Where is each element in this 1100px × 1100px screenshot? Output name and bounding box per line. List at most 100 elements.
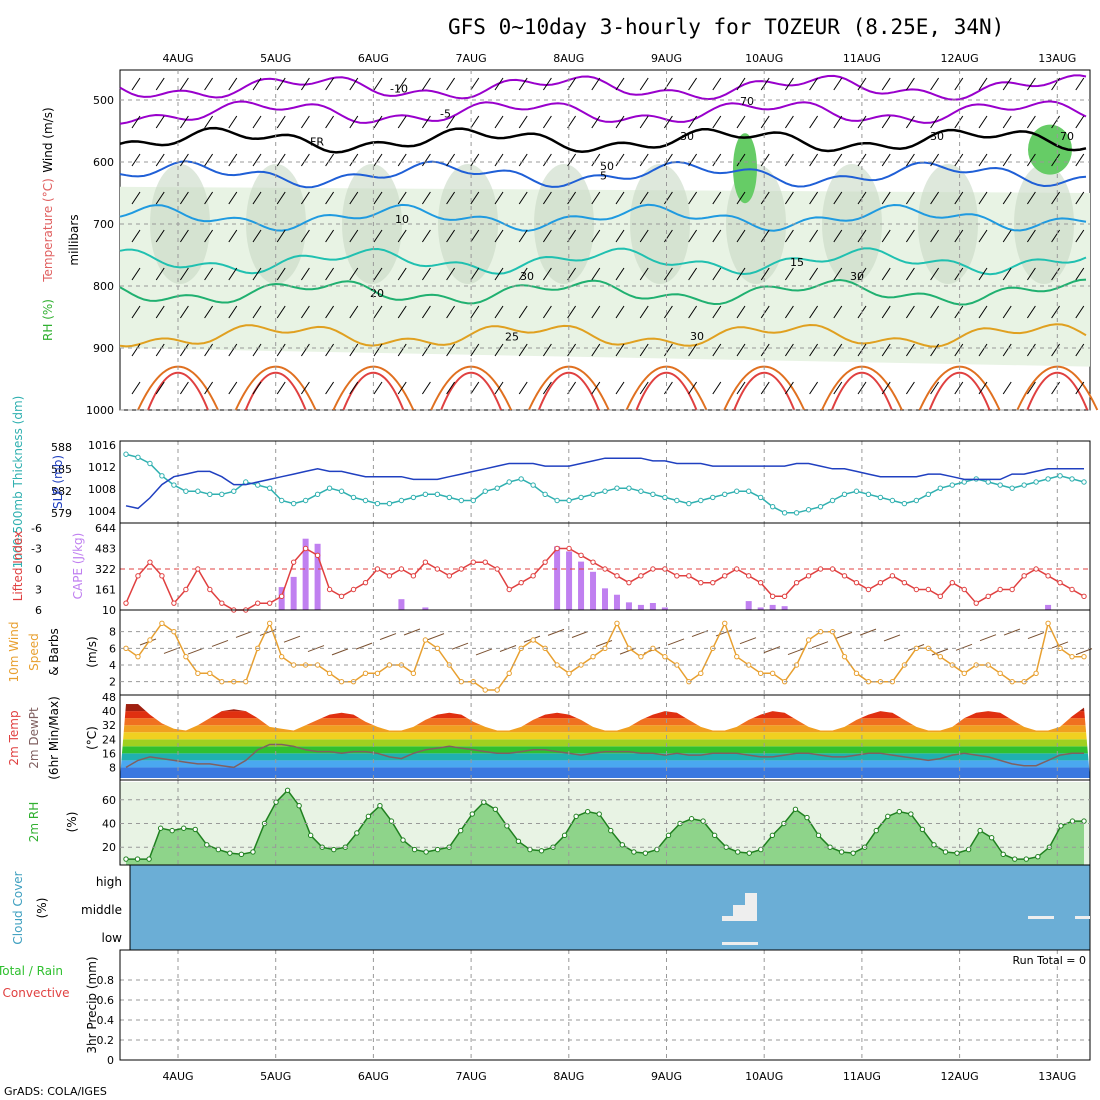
rh-series-point (492, 806, 499, 812)
temp-bands (120, 704, 1090, 778)
wind-barb (300, 229, 310, 243)
li-series-point (590, 559, 596, 565)
upper-air-yaxis-title: millibars (67, 214, 81, 265)
thickness-series-point (159, 473, 165, 479)
wind-barb (228, 305, 238, 319)
wind-speed-series-point (757, 670, 764, 677)
rh-series-point (504, 823, 510, 829)
wind-barb (639, 229, 649, 243)
credit-label: GrADS: COLA/IGES (4, 1085, 107, 1098)
wind-barb (663, 229, 673, 243)
temp-contour-label: FR (310, 135, 324, 148)
li-series-point (542, 559, 548, 565)
wind-barb (446, 381, 456, 395)
wind-speed-series-point (853, 670, 860, 677)
wind-barb (421, 77, 431, 91)
temp-contour-label: 5 (600, 169, 607, 182)
wind-ylabel: Speed (27, 633, 41, 671)
rh-series-point (700, 818, 706, 824)
wind-barb (300, 343, 310, 357)
wind-barb (736, 153, 746, 167)
li-series-point (662, 566, 668, 572)
wind-speed-series-point (267, 620, 273, 627)
wind-barb (252, 229, 262, 243)
wind-barb (228, 229, 238, 243)
li-series-point (901, 579, 908, 586)
thickness-series-point (386, 500, 393, 507)
rh-series-point (157, 825, 164, 831)
wind-barb (1002, 381, 1012, 395)
wind-barb (421, 305, 431, 319)
warm-contour-arc (830, 371, 893, 411)
wind-barb (446, 229, 456, 243)
wind-speed-series-point (805, 637, 812, 643)
thickness-series (125, 453, 1085, 514)
rh-series-point (192, 826, 198, 833)
wind-barb (204, 343, 214, 357)
wind-barb (1075, 381, 1085, 395)
precip-ytick: 0.8 (97, 974, 115, 987)
thickness-series-point (1009, 485, 1015, 491)
wind-barb (373, 343, 383, 357)
li-series-point (195, 566, 201, 572)
wind-barb (494, 115, 504, 129)
surface-wind-barb (787, 648, 805, 656)
thickness-series-point (1057, 473, 1063, 479)
wind-barb (131, 343, 141, 357)
wind-barb (833, 343, 843, 357)
wind-barb (954, 191, 964, 205)
li-series-point (338, 593, 345, 600)
wind-barb (930, 343, 940, 357)
rh-contour-label: 30 (930, 130, 944, 143)
wind-barb (663, 77, 673, 91)
wind-barb (1051, 381, 1061, 395)
upper-air-ylabel: RH (%) (41, 299, 55, 341)
rh-series-point (654, 846, 660, 853)
slp-ylabel: SLP (mb) (51, 455, 65, 509)
rh-series-point (665, 832, 672, 839)
li-series-point (1045, 573, 1051, 579)
thickness-series-point (662, 494, 668, 501)
rh-series-point (642, 850, 649, 856)
cape-ytick: 161 (95, 584, 116, 597)
temp-ylabel: 2m Temp (7, 710, 21, 765)
li-series-point (159, 573, 165, 579)
cape-ylabel: CAPE (J/kg) (71, 533, 85, 600)
wind-barb (1002, 191, 1012, 205)
temp-ylabel: 2m DewPt (27, 707, 41, 769)
date-label-top: 11AUG (843, 52, 881, 65)
wind-barb (905, 305, 915, 319)
li-series-point (1081, 593, 1087, 600)
rh-series-point (296, 803, 302, 809)
rh-series-point (423, 849, 429, 855)
li-series-point (1021, 573, 1027, 579)
wind-barb (1051, 305, 1061, 319)
thickness-ytick: 588 (51, 441, 72, 454)
wind-barb (252, 191, 262, 205)
wind-barb (978, 115, 988, 129)
wind-speed-series-point (1045, 620, 1051, 627)
thickness-series-point (147, 460, 153, 467)
wind-speed-series-point (314, 662, 321, 668)
temp-color-band (120, 753, 1090, 761)
wind-barb (204, 191, 214, 205)
wind-barb (736, 305, 746, 319)
warm-contour-arc (147, 371, 209, 411)
wind-barb (736, 381, 746, 395)
thickness-series-point (207, 491, 213, 498)
wind-barb (494, 229, 504, 243)
thickness-series-point (614, 485, 620, 491)
wind-barb (252, 267, 262, 281)
rh-series-point (204, 842, 210, 848)
wind-barb (155, 305, 165, 319)
rh-series-point (1069, 818, 1076, 824)
wind-barb (1075, 343, 1085, 357)
wind-barb (954, 267, 964, 281)
wind-barb (978, 77, 988, 91)
wind-barb (1002, 343, 1012, 357)
thickness-series-point (554, 497, 560, 504)
wind-barb (131, 191, 141, 205)
wind-speed-series-point (961, 670, 967, 677)
surface-wind-barb (931, 648, 949, 656)
rh-series-point (896, 808, 903, 815)
